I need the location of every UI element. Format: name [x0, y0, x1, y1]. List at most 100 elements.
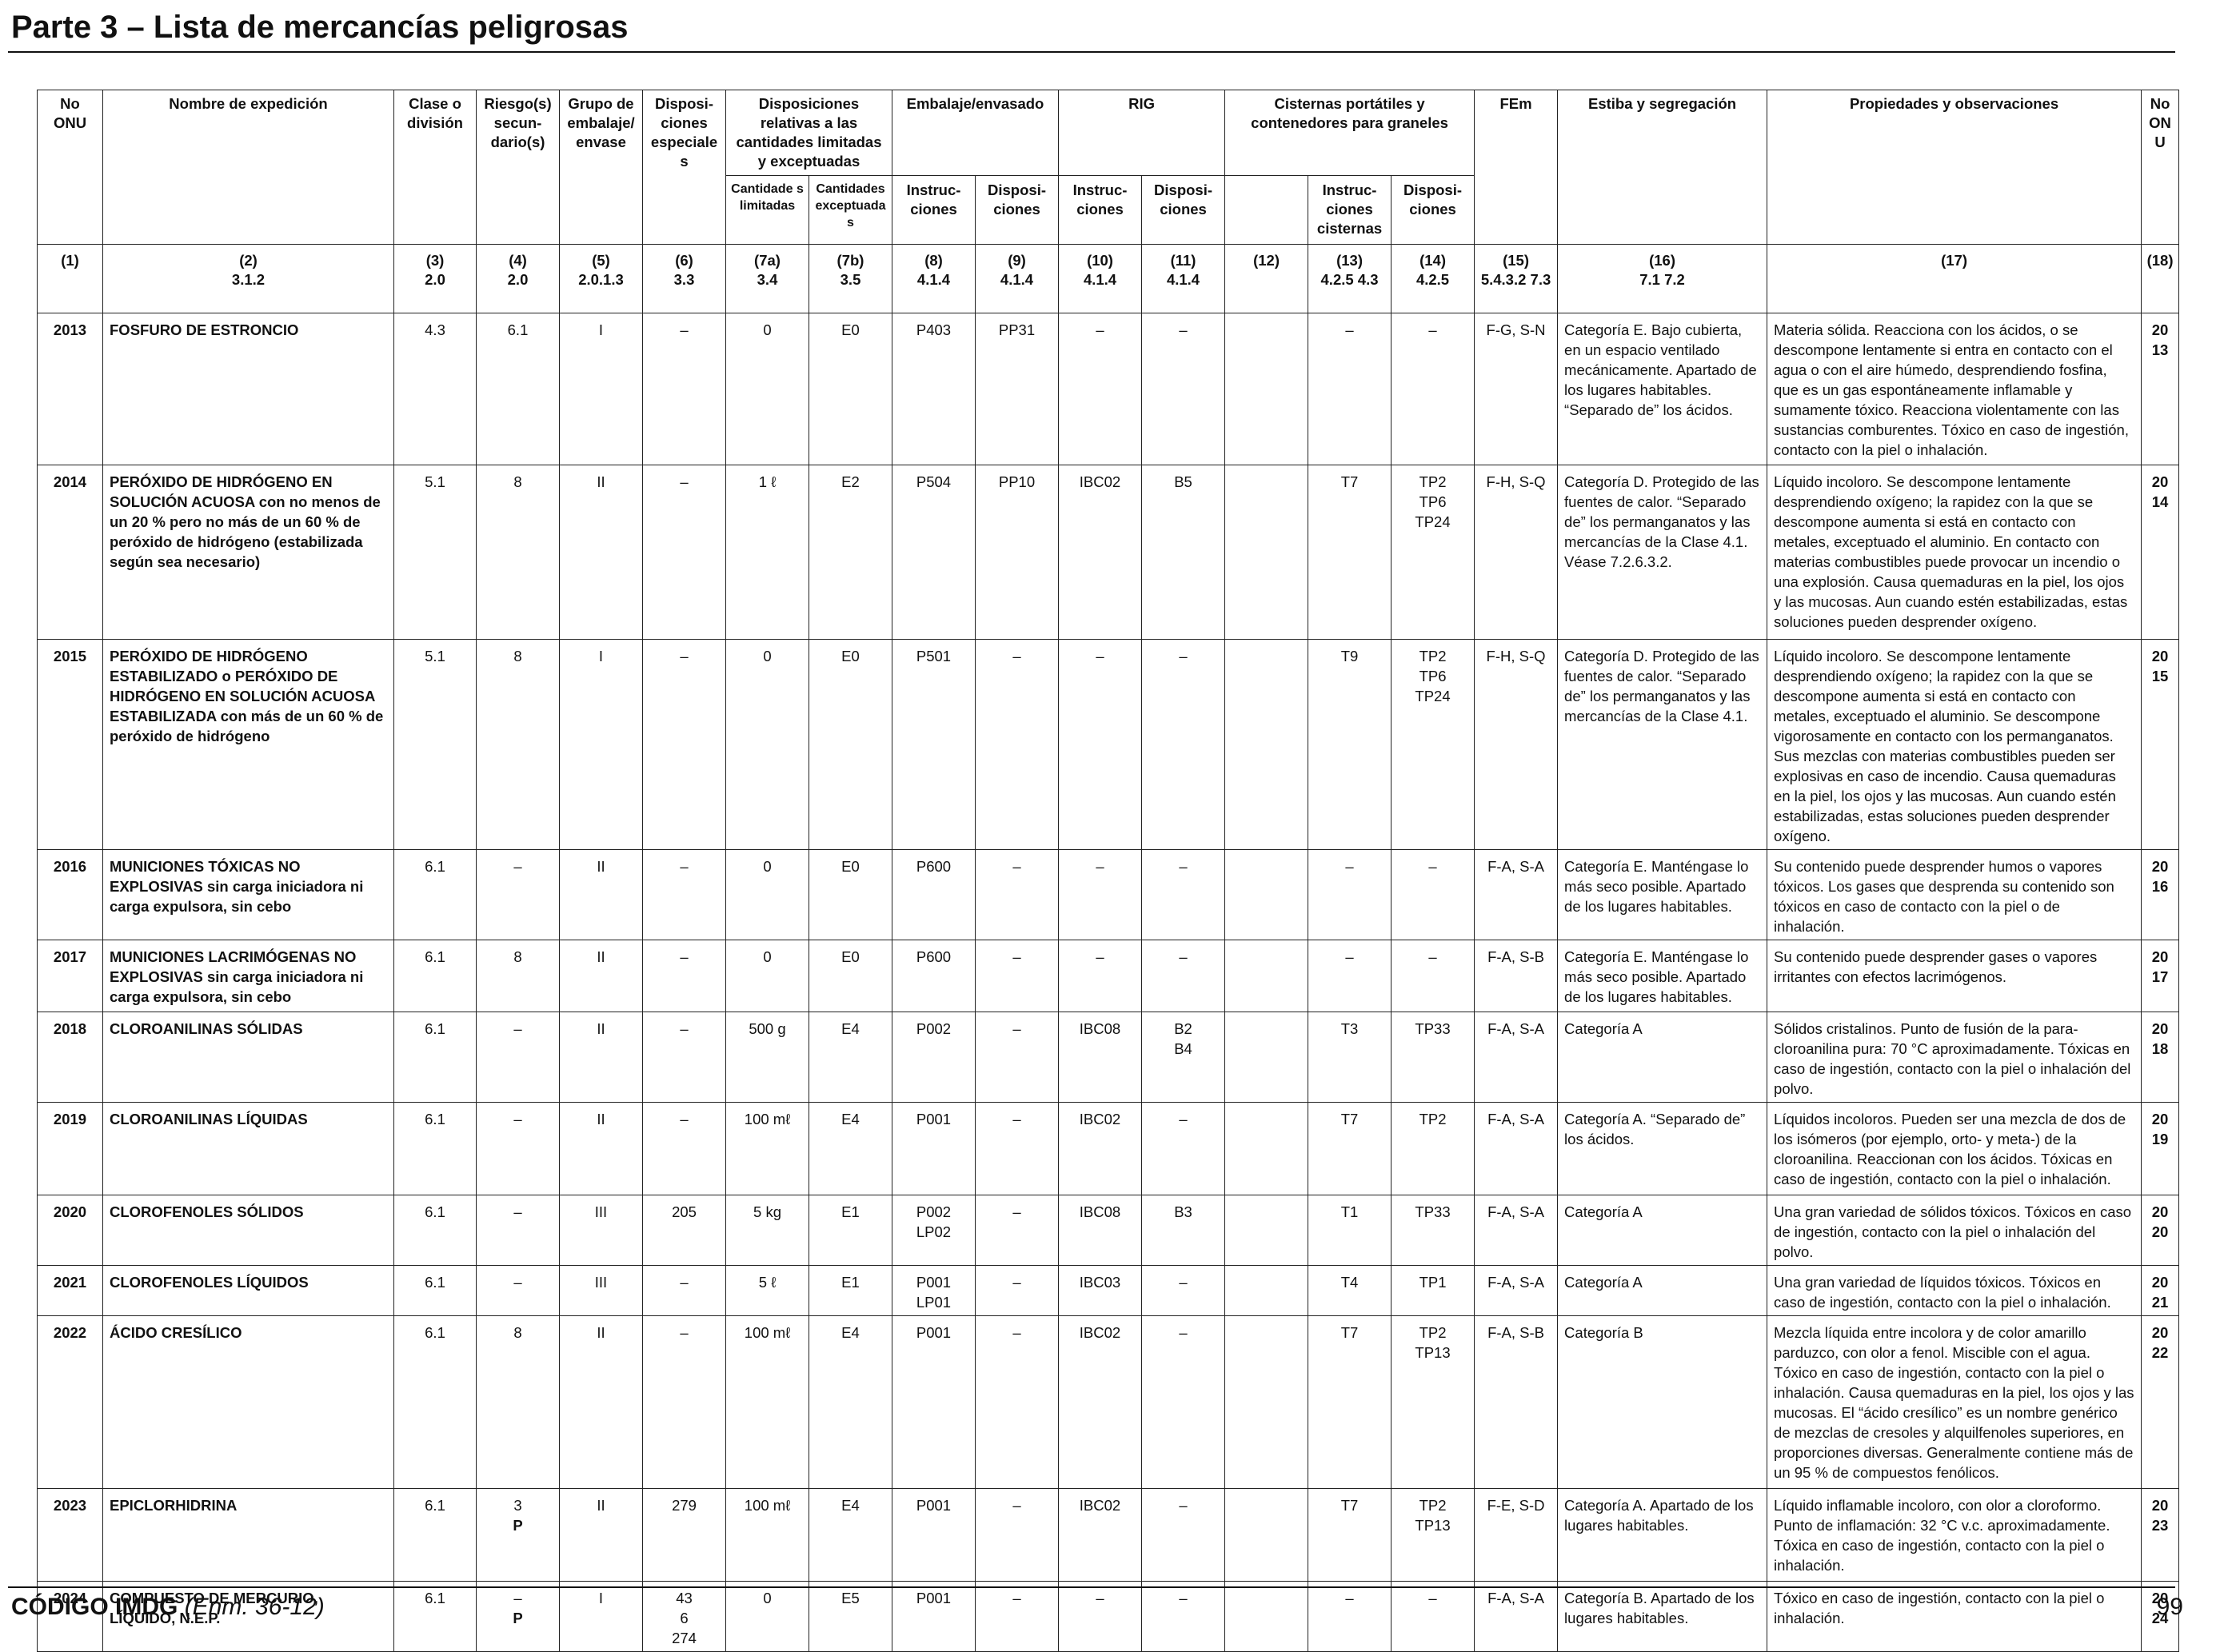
- header-tanks: Cisternas portátiles y contenedores para…: [1224, 90, 1475, 176]
- cell-properties: Sólidos cristalinos. Punto de fusión de …: [1767, 1012, 2142, 1103]
- header-ibc: RIG: [1058, 90, 1226, 176]
- cell-packing-instructions: P403: [892, 313, 976, 465]
- cell-col12: [1224, 1265, 1309, 1316]
- cell-packing-group: I: [559, 313, 643, 465]
- cell-class: 6.1: [393, 1265, 477, 1316]
- cell-limited-quantity: 0: [725, 313, 809, 465]
- header-special-provisions: Disposi- ciones especiales: [642, 90, 726, 245]
- column-ref-12: (11) 4.1.4: [1141, 244, 1226, 313]
- cell-packing-provisions: –: [974, 1581, 1060, 1652]
- subsidiary-risk-value: 3: [513, 1497, 522, 1514]
- cell-class: 6.1: [393, 849, 477, 940]
- cell-excepted-quantity: E5: [809, 1581, 892, 1652]
- cell-tank-instructions: –: [1308, 849, 1392, 940]
- table-row: 2013 FOSFURO DE ESTRONCIO 4.3 6.1 I –0 E0 P403 P…: [37, 313, 2180, 465]
- cell-ibc-instructions: –: [1058, 1581, 1143, 1652]
- subsidiary-risk-value: –: [513, 858, 522, 875]
- cell-ibc-provisions: –: [1141, 1488, 1226, 1582]
- header-packing-instructions: Instruc- ciones: [892, 175, 976, 245]
- cell-limited-quantity: 100 mℓ: [725, 1488, 809, 1582]
- cell-properties: Una gran variedad de sólidos tóxicos. Tó…: [1767, 1195, 2142, 1266]
- cell-excepted-quantity: E4: [809, 1012, 892, 1103]
- header-ibc-instructions: Instruc- ciones: [1058, 175, 1143, 245]
- header-limited-excepted: Disposiciones relativas a las cantidades…: [725, 90, 892, 176]
- cell-excepted-quantity: E1: [809, 1265, 892, 1316]
- column-ref-number: (6): [675, 252, 693, 269]
- cell-stowage: Categoría A. Apartado de los lugares hab…: [1557, 1488, 1768, 1582]
- cell-subsidiary-risk: 8: [476, 940, 560, 1012]
- column-ref-10: (9) 4.1.4: [974, 244, 1060, 313]
- cell-col12: [1224, 1012, 1309, 1103]
- cell-properties: Líquido inflamable incoloro, con olor a …: [1767, 1488, 2142, 1582]
- cell-limited-quantity: 5 ℓ: [725, 1265, 809, 1316]
- cell-stowage: Categoría A: [1557, 1195, 1768, 1266]
- shipping-name-bold: CLOROANILINAS LÍQUIDAS: [110, 1111, 308, 1127]
- cell-tank-instructions: T7: [1308, 1488, 1392, 1582]
- column-ref-7: (7a) 3.4: [725, 244, 809, 313]
- cell-packing-instructions: P600: [892, 940, 976, 1012]
- cell-properties: Una gran variedad de líquidos tóxicos. T…: [1767, 1265, 2142, 1316]
- column-ref-number: (18): [2146, 252, 2174, 269]
- cell-tank-provisions: TP2: [1391, 1102, 1475, 1195]
- cell-properties: Su contenido puede desprender humos o va…: [1767, 849, 2142, 940]
- cell-excepted-quantity: E0: [809, 849, 892, 940]
- cell-packing-instructions: P600: [892, 849, 976, 940]
- cell-col12: [1224, 313, 1309, 465]
- header-col12-blank: [1224, 175, 1309, 245]
- cell-properties: Líquidos incoloros. Pueden ser una mezcl…: [1767, 1102, 2142, 1195]
- column-ref-2: (2) 3.1.2: [102, 244, 394, 313]
- table-row: 2020 CLOROFENOLES SÓLIDOS 6.1 – III 205 5 kg E1…: [37, 1195, 2180, 1266]
- header-limited-quantities: Cantidade s limitadas: [725, 175, 809, 245]
- cell-special-provisions: –: [642, 465, 726, 640]
- cell-un-number-right: 2023: [2141, 1488, 2180, 1582]
- cell-ibc-provisions: –: [1141, 940, 1226, 1012]
- cell-packing-instructions: P001 LP01: [892, 1265, 976, 1316]
- marine-pollutant-mark: P: [513, 1610, 523, 1626]
- header-tank-instructions: Instruc- ciones cisternas: [1308, 175, 1392, 245]
- cell-un-number-right: 2019: [2141, 1102, 2180, 1195]
- column-ref-19: (18): [2141, 244, 2180, 313]
- column-ref-number: (14): [1419, 252, 1446, 269]
- column-ref-15: (14) 4.2.5: [1391, 244, 1475, 313]
- cell-un-number: 2023: [37, 1488, 103, 1582]
- marine-pollutant-mark: P: [513, 1517, 523, 1534]
- cell-tank-instructions: –: [1308, 313, 1392, 465]
- cell-ibc-instructions: –: [1058, 849, 1143, 940]
- cell-ems: F-A, S-A: [1474, 1012, 1559, 1103]
- cell-packing-group: II: [559, 1488, 643, 1582]
- cell-shipping-name: CLOROFENOLES LÍQUIDOS: [102, 1265, 394, 1316]
- header-properties: Propiedades y observaciones: [1767, 90, 2142, 245]
- cell-ibc-instructions: –: [1058, 940, 1143, 1012]
- cell-un-number-right: 2021: [2141, 1265, 2180, 1316]
- subsidiary-risk-value: –: [513, 1274, 522, 1291]
- subsidiary-risk-value: 8: [513, 1324, 522, 1341]
- cell-special-provisions: –: [642, 313, 726, 465]
- cell-class: 6.1: [393, 1195, 477, 1266]
- cell-un-number: 2018: [37, 1012, 103, 1103]
- cell-class: 6.1: [393, 1488, 477, 1582]
- cell-subsidiary-risk: –: [476, 1195, 560, 1266]
- cell-packing-provisions: PP31: [974, 313, 1060, 465]
- cell-packing-group: II: [559, 1315, 643, 1489]
- column-ref-number: (3): [425, 252, 445, 269]
- cell-special-provisions: –: [642, 1012, 726, 1103]
- cell-subsidiary-risk: – P: [476, 1581, 560, 1652]
- cell-packing-group: III: [559, 1195, 643, 1266]
- cell-un-number: 2021: [37, 1265, 103, 1316]
- cell-tank-instructions: T3: [1308, 1012, 1392, 1103]
- cell-tank-provisions: TP1: [1391, 1265, 1475, 1316]
- cell-tank-instructions: –: [1308, 940, 1392, 1012]
- cell-class: 5.1: [393, 639, 477, 850]
- column-ref-section: 2.0: [507, 271, 529, 288]
- cell-packing-provisions: –: [974, 1012, 1060, 1103]
- cell-shipping-name: PERÓXIDO DE HIDRÓGENO EN SOLUCIÓN ACUOSA…: [102, 465, 394, 640]
- header-packing-provisions: Disposi- ciones: [974, 175, 1060, 245]
- cell-shipping-name: EPICLORHIDRINA: [102, 1488, 394, 1582]
- cell-subsidiary-risk: –: [476, 1102, 560, 1195]
- cell-un-number-right: 2022: [2141, 1315, 2180, 1489]
- cell-packing-instructions: P002 LP02: [892, 1195, 976, 1266]
- cell-ibc-instructions: IBC08: [1058, 1195, 1143, 1266]
- cell-col12: [1224, 1488, 1309, 1582]
- subsidiary-risk-value: –: [513, 1020, 522, 1037]
- shipping-name-bold: CLOROFENOLES LÍQUIDOS: [110, 1274, 309, 1291]
